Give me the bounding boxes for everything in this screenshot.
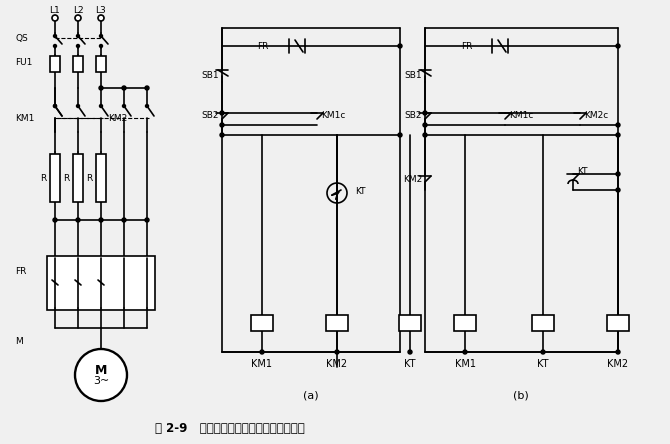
Text: FR: FR [15, 267, 26, 277]
Bar [399, 315, 421, 331]
Text: KM2: KM2 [108, 114, 127, 123]
Circle shape [616, 44, 620, 48]
Circle shape [99, 86, 103, 90]
Circle shape [616, 350, 620, 354]
Circle shape [100, 104, 103, 107]
Text: KM2: KM2 [326, 359, 348, 369]
Circle shape [398, 133, 402, 137]
Text: (a): (a) [304, 390, 319, 400]
Text: SB1: SB1 [202, 71, 219, 79]
Text: (b): (b) [513, 390, 529, 400]
Circle shape [54, 104, 56, 107]
Bar [96, 56, 106, 72]
Text: SB2: SB2 [202, 111, 219, 119]
Bar [73, 154, 83, 202]
Text: KM1: KM1 [454, 359, 476, 369]
Bar [47, 256, 155, 310]
Circle shape [75, 15, 81, 21]
Text: FU1: FU1 [15, 58, 32, 67]
Text: 3~: 3~ [93, 376, 109, 386]
Circle shape [423, 111, 427, 115]
Circle shape [220, 123, 224, 127]
Circle shape [75, 349, 127, 401]
Circle shape [122, 218, 126, 222]
Text: FR: FR [461, 41, 472, 51]
Circle shape [423, 133, 427, 137]
Circle shape [616, 133, 620, 137]
Text: L1: L1 [50, 5, 60, 15]
Bar [50, 154, 60, 202]
Text: R: R [63, 174, 69, 182]
Circle shape [123, 104, 125, 107]
Circle shape [52, 15, 58, 21]
Text: 图 2-9   定子电路串电阵降压启动控制线路: 图 2-9 定子电路串电阵降压启动控制线路 [155, 423, 305, 436]
Text: SB2: SB2 [405, 111, 422, 119]
Text: FR: FR [258, 41, 269, 51]
Bar [454, 315, 476, 331]
Bar [73, 56, 83, 72]
Bar [251, 315, 273, 331]
Circle shape [145, 104, 149, 107]
Text: R: R [40, 174, 46, 182]
Circle shape [398, 44, 402, 48]
Circle shape [408, 350, 412, 354]
Bar [532, 315, 554, 331]
Circle shape [76, 104, 80, 107]
Circle shape [54, 44, 56, 48]
Text: KT: KT [537, 359, 549, 369]
Text: KM2c: KM2c [584, 111, 608, 119]
Text: L2: L2 [72, 5, 83, 15]
Circle shape [463, 350, 467, 354]
Circle shape [541, 350, 545, 354]
Circle shape [220, 133, 224, 137]
Text: KT: KT [577, 166, 588, 175]
Text: KT: KT [404, 359, 416, 369]
Text: QS: QS [15, 33, 27, 43]
Circle shape [122, 86, 126, 90]
Circle shape [76, 44, 80, 48]
Circle shape [616, 188, 620, 192]
Circle shape [99, 218, 103, 222]
Circle shape [76, 35, 80, 37]
Circle shape [145, 86, 149, 90]
Circle shape [260, 350, 264, 354]
Bar [326, 315, 348, 331]
Text: KM2: KM2 [608, 359, 628, 369]
Circle shape [98, 15, 104, 21]
Circle shape [220, 111, 224, 115]
Circle shape [145, 218, 149, 222]
Text: KM1: KM1 [251, 359, 273, 369]
Text: KM1: KM1 [15, 114, 34, 123]
Text: KM1c: KM1c [321, 111, 345, 119]
Circle shape [100, 35, 103, 37]
Circle shape [54, 35, 56, 37]
Circle shape [53, 218, 57, 222]
Circle shape [335, 350, 339, 354]
Text: M: M [15, 337, 23, 346]
Bar [96, 154, 106, 202]
Text: KT: KT [355, 186, 366, 195]
Bar [607, 315, 629, 331]
Text: KM1c: KM1c [509, 111, 533, 119]
Circle shape [76, 218, 80, 222]
Text: L3: L3 [96, 5, 107, 15]
Circle shape [100, 44, 103, 48]
Text: R: R [86, 174, 92, 182]
Circle shape [616, 123, 620, 127]
Circle shape [54, 104, 56, 107]
Text: M: M [95, 364, 107, 377]
Text: KM2: KM2 [403, 174, 422, 183]
Text: SB1: SB1 [405, 71, 422, 79]
Circle shape [616, 172, 620, 176]
Bar [50, 56, 60, 72]
Circle shape [423, 123, 427, 127]
